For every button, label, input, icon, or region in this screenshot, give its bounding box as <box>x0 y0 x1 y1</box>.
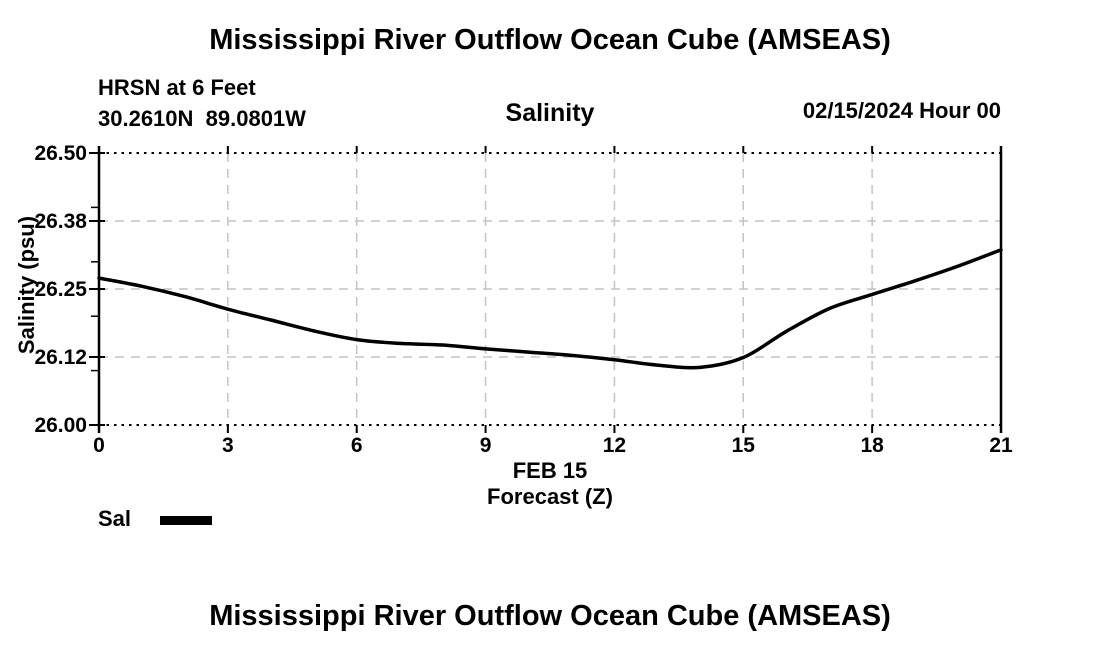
y-tick-label: 26.00 <box>34 414 87 437</box>
x-tick-label: 15 <box>732 434 756 457</box>
salinity-curve <box>97 248 1003 370</box>
station-coordinates: 30.2610N 89.0801W <box>98 106 306 131</box>
x-tick-label: 9 <box>480 434 492 457</box>
legend-line-swatch <box>160 516 212 525</box>
bottom-title: Mississippi River Outflow Ocean Cube (AM… <box>209 600 891 632</box>
x-tick-label: 6 <box>351 434 363 457</box>
x-axis-forecast-label: Forecast (Z) <box>487 484 613 509</box>
x-tick-label: 0 <box>93 434 105 457</box>
x-tick-label: 21 <box>989 434 1013 457</box>
datetime-label: 02/15/2024 Hour 00 <box>802 98 1001 123</box>
y-tick-label: 26.50 <box>34 142 87 165</box>
y-tick-label: 26.12 <box>34 346 87 369</box>
x-tick-label: 12 <box>603 434 626 457</box>
x-tick-label: 3 <box>222 434 234 457</box>
x-tick-label: 18 <box>860 434 884 457</box>
y-tick-label: 26.38 <box>34 210 87 233</box>
y-tick-label: 26.25 <box>34 278 87 301</box>
panel-title: Salinity <box>505 99 595 127</box>
top-title: Mississippi River Outflow Ocean Cube (AM… <box>209 24 891 56</box>
legend-label: Sal <box>98 506 132 531</box>
station-name: HRSN at 6 Feet <box>98 75 256 100</box>
x-axis-date-label: FEB 15 <box>512 458 588 483</box>
